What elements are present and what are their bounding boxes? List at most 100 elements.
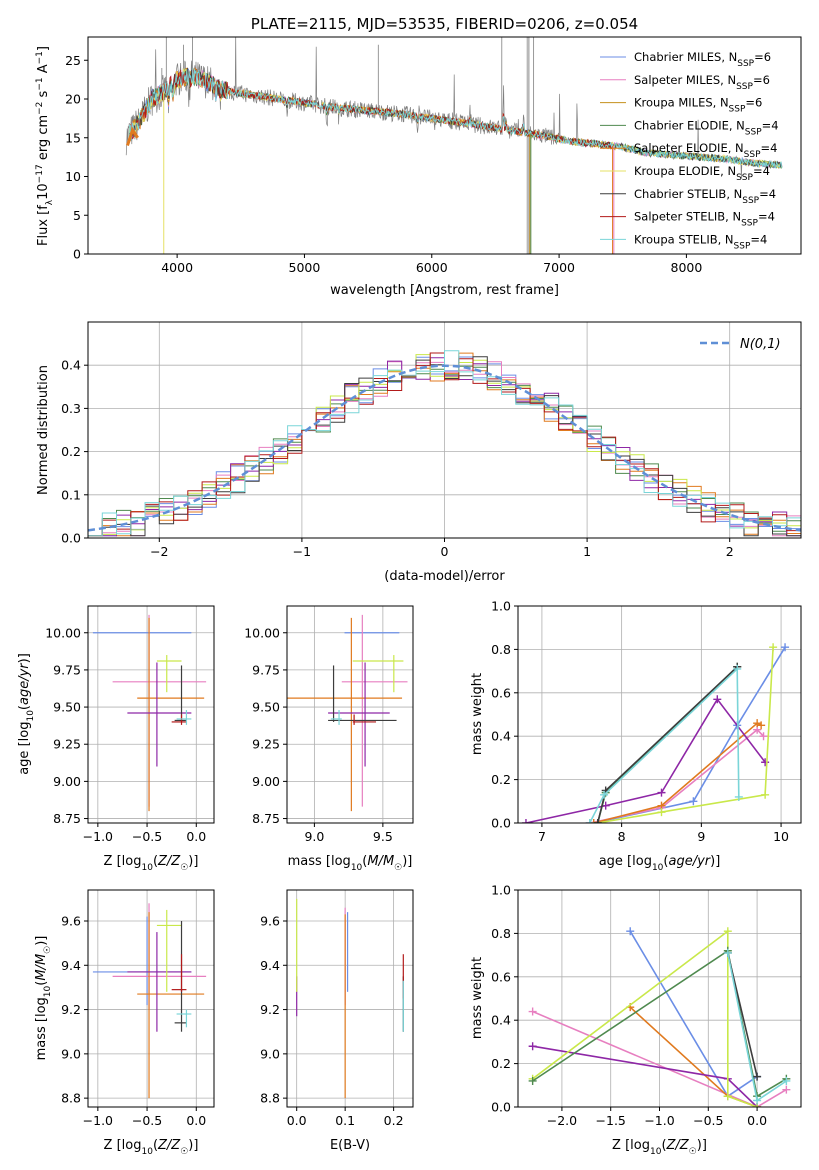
y-tick-label: 10.00 xyxy=(244,625,280,640)
x-tick-label: 0.0 xyxy=(287,1113,307,1128)
mass-vs-metallicity-panel-plot-area xyxy=(92,903,207,1099)
weight-marker xyxy=(734,792,743,801)
y-tick-label: 1.0 xyxy=(491,883,511,898)
x-tick-label: −1.0 xyxy=(83,829,113,844)
x-tick-label: 9.5 xyxy=(373,829,393,844)
y-axis-label: mass weight xyxy=(470,673,485,755)
y-tick-label: 9.00 xyxy=(53,774,81,789)
legend-label: Chabrier STELIB, NSSP=4 xyxy=(634,187,776,206)
spectrum-legend: Chabrier MILES, NSSP=6 Salpeter MILES, NS… xyxy=(600,50,779,251)
y-axis-label: mass [log10(M/M☉)] xyxy=(34,936,53,1061)
weight-marker xyxy=(753,1096,762,1105)
weight-line xyxy=(532,1010,787,1107)
x-tick-label: 0.1 xyxy=(335,1113,355,1128)
y-tick-label: 10 xyxy=(65,169,81,184)
y-tick-label: 9.25 xyxy=(252,737,280,752)
x-tick-label: 0 xyxy=(441,544,449,559)
y-tick-label: 8.8 xyxy=(61,1091,81,1106)
x-tick-label: 7 xyxy=(538,829,546,844)
mass-vs-metallicity-panel: −1.0 −0.5 0.0 8.8 9.0 9.2 9.4 9.6 Z [log10(Z/Z☉)… xyxy=(34,889,215,1157)
y-tick-label: 0.0 xyxy=(491,816,511,831)
legend-label: Kroupa ELODIE, NSSP=4 xyxy=(634,164,770,183)
weight-line xyxy=(588,667,740,823)
x-tick-label: −1.5 xyxy=(596,1113,626,1128)
age-vs-metallicity-panel-plot-area xyxy=(92,614,207,812)
y-tick-label: 8.75 xyxy=(53,811,81,826)
y-axis-label: Normed distribution xyxy=(36,365,51,495)
y-tick-label: 8.8 xyxy=(260,1091,280,1106)
y-tick-label: 0.8 xyxy=(491,642,511,657)
x-tick-label: 0.0 xyxy=(186,829,206,844)
weight-marker xyxy=(753,1072,762,1081)
age-vs-mass-panel-plot-area xyxy=(287,614,408,812)
x-tick-label: 10 xyxy=(773,829,789,844)
y-axis-label: mass weight xyxy=(470,957,485,1039)
x-axis-label: E(B-V) xyxy=(330,1138,370,1153)
histogram-panel: −2 −1 0 1 2 0.0 0.1 0.2 0.3 0.4 (data-model)/error… xyxy=(36,321,802,584)
weight-marker xyxy=(723,948,732,957)
y-tick-label: 0 xyxy=(73,247,81,262)
y-tick-label: 0.2 xyxy=(491,772,511,787)
weight-marker xyxy=(521,819,530,823)
y-tick-label: 9.4 xyxy=(260,958,280,973)
y-tick-label: 0.0 xyxy=(491,1100,511,1115)
x-tick-label: −0.5 xyxy=(693,1113,723,1128)
mass-weight-vs-age-panel-plot-area xyxy=(521,643,790,823)
weight-marker xyxy=(589,819,598,823)
model-edge xyxy=(126,126,139,146)
x-axis-label: (data-model)/error xyxy=(384,569,505,584)
axes-frame xyxy=(87,889,215,1108)
histogram-panel-plot-area xyxy=(88,350,801,537)
axes-frame xyxy=(286,605,414,824)
age-vs-mass-panel: 9.0 9.5 8.75 9.00 9.25 9.50 9.75 10.00 mass [log… xyxy=(244,605,414,873)
y-tick-label: 9.2 xyxy=(61,1002,81,1017)
weight-marker xyxy=(528,1007,537,1016)
y-tick-label: 9.00 xyxy=(252,774,280,789)
legend-label: Kroupa MILES, NSSP=6 xyxy=(634,96,762,115)
y-tick-label: 0.8 xyxy=(491,926,511,941)
weight-marker xyxy=(528,1076,537,1085)
x-tick-label: 9.0 xyxy=(304,829,324,844)
weight-line xyxy=(532,1045,758,1107)
weight-marker xyxy=(593,819,602,823)
weight-marker xyxy=(759,732,768,741)
weight-marker xyxy=(733,664,742,673)
x-axis-label: Z [log10(Z/Z☉)] xyxy=(612,1138,707,1157)
weight-marker xyxy=(723,927,732,936)
y-tick-label: 9.2 xyxy=(260,1002,280,1017)
x-tick-label: 2 xyxy=(726,544,734,559)
weight-marker xyxy=(723,1092,732,1101)
weight-marker xyxy=(585,819,594,823)
weight-line xyxy=(532,929,758,1107)
mass-vs-extinction-panel: 0.0 0.1 0.2 8.8 9.0 9.2 9.4 9.6 E(B-V) xyxy=(260,889,414,1153)
mass-weight-vs-metallicity-panel: −2.0 −1.5 −1.0 −0.5 0.0 0.0 0.2 0.4 0.6 0.8 1.0 Z [… xyxy=(470,883,802,1157)
y-tick-label: 9.0 xyxy=(61,1046,81,1061)
weight-marker xyxy=(781,643,790,652)
weight-marker xyxy=(757,721,766,730)
y-tick-label: 0.6 xyxy=(491,969,511,984)
residual-histogram xyxy=(88,350,801,537)
axes-frame xyxy=(87,605,215,824)
x-axis-label: wavelength [Angstrom, rest frame] xyxy=(330,283,559,298)
weight-marker xyxy=(782,1076,791,1085)
mass-weight-vs-metallicity-panel-plot-area xyxy=(528,927,791,1107)
weight-marker xyxy=(689,797,698,806)
y-tick-label: 9.25 xyxy=(53,737,81,752)
y-tick-label: 25 xyxy=(65,53,81,68)
y-tick-label: 9.6 xyxy=(260,914,280,929)
legend-label: N(0,1) xyxy=(740,337,781,352)
mass-vs-extinction-panel-plot-area xyxy=(296,898,404,1099)
x-tick-label: −1.0 xyxy=(644,1113,674,1128)
x-tick-label: −0.5 xyxy=(132,829,162,844)
x-tick-label: −1.0 xyxy=(83,1113,113,1128)
axes-frame xyxy=(87,36,802,255)
y-tick-label: 0.1 xyxy=(61,487,81,502)
legend-label: Salpeter STELIB, NSSP=4 xyxy=(634,210,775,229)
mass-weight-vs-age-panel: 7 8 9 10 0.0 0.2 0.4 0.6 0.8 1.0 age [log10(age/yr… xyxy=(470,599,802,873)
x-tick-label: 6000 xyxy=(416,260,448,275)
spectrum-panel-plot-area xyxy=(125,37,783,254)
x-axis-label: Z [log10(Z/Z☉)] xyxy=(104,1138,199,1157)
weight-marker xyxy=(600,790,609,799)
legend-label: Salpeter ELODIE, NSSP=4 xyxy=(634,141,777,160)
